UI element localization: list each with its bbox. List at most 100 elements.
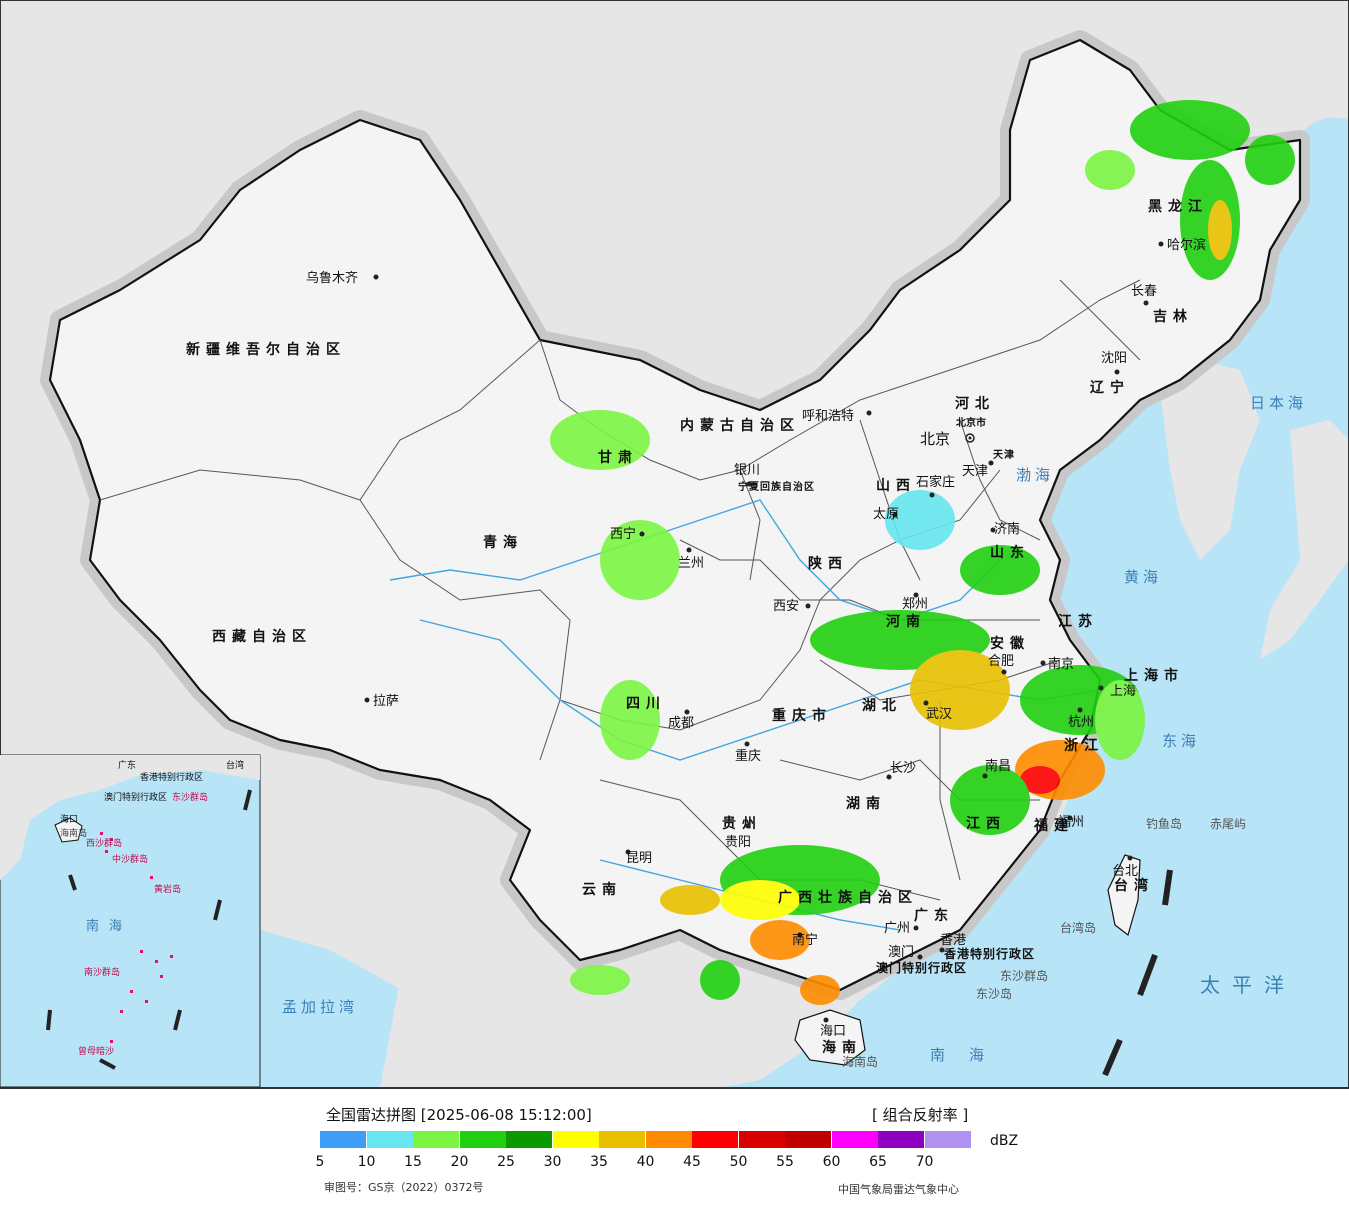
city-marker[interactable]: 郑州 [902, 592, 928, 613]
city-marker[interactable]: 拉萨 [364, 694, 400, 709]
province-label: 湖北 [862, 698, 902, 714]
legend-panel [0, 1088, 1349, 1209]
sea-label: 渤海 [1016, 466, 1054, 484]
sea-label: 南海 [930, 1046, 1008, 1064]
city-marker[interactable]: 福州 [1058, 815, 1084, 830]
city-marker[interactable]: 南宁 [792, 932, 818, 948]
city-marker[interactable]: 长春 [1131, 284, 1157, 306]
svg-text:西宁: 西宁 [610, 526, 636, 542]
product-type-label: [ 组合反射率 ] [872, 1106, 969, 1124]
city-marker[interactable]: 香港 [939, 933, 967, 953]
color-swatch [924, 1131, 971, 1148]
svg-text:北京: 北京 [920, 430, 950, 448]
city-marker[interactable]: 武汉 [923, 700, 953, 723]
svg-text:香港: 香港 [940, 933, 966, 948]
inset-dashes [46, 789, 252, 1070]
svg-text:武汉: 武汉 [926, 707, 952, 722]
city-marker[interactable]: 海口 [820, 1017, 846, 1040]
svg-text:台北: 台北 [1112, 864, 1138, 879]
inset-label: 黄岩岛 [154, 883, 181, 895]
color-swatch [366, 1131, 413, 1148]
svg-text:沈阳: 沈阳 [1101, 351, 1127, 366]
legend-title: 全国雷达拼图 [2025-06-08 15:12:00] [326, 1106, 592, 1124]
city-marker[interactable]: 南昌 [982, 758, 1012, 779]
hainan-island [794, 1009, 866, 1066]
svg-text:呼和浩特: 呼和浩特 [802, 409, 854, 424]
south-china-sea-inset[interactable]: 香港特别行政区 澳门特别行政区 东沙群岛 海南岛 西沙群岛 中沙群岛 黄岩岛 南… [0, 754, 261, 1088]
province-label: 宁夏回族自治区 [738, 480, 815, 493]
province-label: 福建 [1033, 817, 1074, 834]
province-label: 河南 [886, 613, 926, 630]
city-marker[interactable]: 合肥 [988, 654, 1014, 675]
svg-text:兰州: 兰州 [678, 556, 704, 571]
island-label: 东沙岛 [976, 986, 1012, 1001]
scale-tick: 65 [869, 1154, 887, 1170]
scale-tick: 70 [915, 1154, 934, 1170]
scale-tick: 5 [315, 1154, 325, 1170]
city-marker[interactable]: 乌鲁木齐 [306, 270, 379, 286]
color-swatch [413, 1131, 459, 1148]
sea-label: 太平洋 [1200, 973, 1296, 997]
color-swatch [692, 1131, 738, 1148]
svg-text:长春: 长春 [1131, 284, 1157, 299]
province-label: 吉林 [1153, 308, 1193, 325]
city-marker[interactable]: 成都 [668, 709, 694, 732]
city-marker[interactable]: 太原 [873, 507, 899, 522]
province-label: 江西 [966, 815, 1006, 832]
city-marker[interactable]: 南京 [1040, 656, 1075, 672]
city-marker[interactable]: 天津 [962, 460, 994, 480]
city-marker[interactable]: 长沙 [886, 761, 917, 780]
province-label: 内蒙古自治区 [680, 417, 800, 434]
province-label: 上海市 [1124, 667, 1184, 684]
city-marker[interactable]: 北京 [920, 430, 975, 448]
color-swatch [785, 1131, 831, 1148]
island-label: 钓鱼岛 [1146, 816, 1182, 831]
city-marker[interactable]: 广州 [884, 921, 919, 936]
city-marker[interactable]: 贵阳 [725, 823, 751, 851]
city-marker[interactable]: 西宁 [610, 526, 645, 542]
scale-tick: 55 [776, 1154, 794, 1170]
province-label: 新疆维吾尔自治区 [186, 341, 346, 358]
province-label: 安徽 [990, 635, 1030, 652]
city-marker[interactable]: 沈阳 [1101, 351, 1127, 375]
province-label: 广西壮族自治区 [778, 889, 918, 906]
city-marker[interactable]: 上海 [1098, 684, 1137, 699]
city-marker[interactable]: 银川 [734, 463, 760, 487]
inset-label: 海口 [60, 813, 78, 825]
color-swatch [552, 1131, 599, 1148]
province-label: 台湾 [1114, 877, 1154, 894]
inset-label: 中沙群岛 [112, 853, 148, 865]
inset-label: 广东 [118, 759, 136, 771]
province-label: 海南 [822, 1039, 862, 1056]
svg-text:合肥: 合肥 [988, 654, 1014, 669]
city-marker[interactable]: 西安 [773, 599, 811, 614]
inset-label: 台湾 [226, 759, 244, 771]
scale-tick: 60 [822, 1154, 841, 1170]
island-label: 东沙群岛 [1000, 968, 1048, 983]
city-marker[interactable]: 澳门 [888, 944, 923, 960]
sea-label: 孟加拉湾 [282, 998, 358, 1016]
color-swatch [878, 1131, 924, 1148]
svg-text:上海: 上海 [1110, 684, 1136, 699]
province-label: 西藏自治区 [212, 628, 312, 645]
sea-label: 黄海 [1124, 568, 1162, 586]
city-marker[interactable]: 哈尔滨 [1158, 237, 1207, 253]
svg-text:澳门: 澳门 [888, 944, 914, 960]
svg-text:南昌: 南昌 [985, 758, 1011, 774]
city-marker[interactable]: 重庆 [735, 741, 761, 765]
radar-map[interactable]: 新疆维吾尔自治区 西藏自治区 青海 甘肃 内蒙古自治区 黑龙江 吉林 辽宁 河北… [0, 0, 1349, 1088]
city-marker[interactable]: 昆明 [625, 849, 653, 867]
city-marker[interactable]: 兰州 [678, 547, 704, 572]
scale-tick: 40 [636, 1154, 655, 1170]
china-land [48, 38, 1302, 992]
province-label: 贵州 [722, 815, 762, 832]
province-label: 浙江 [1064, 737, 1104, 754]
color-swatch [459, 1131, 506, 1148]
city-marker[interactable]: 石家庄 [916, 474, 955, 498]
inset-label: 东沙群岛 [172, 791, 208, 803]
city-marker[interactable]: 台北 [1112, 855, 1138, 880]
city-marker[interactable]: 杭州 [1068, 707, 1094, 731]
city-marker[interactable]: 济南 [990, 521, 1021, 537]
city-marker[interactable]: 呼和浩特 [802, 409, 872, 424]
se-asia-land [380, 900, 720, 1088]
